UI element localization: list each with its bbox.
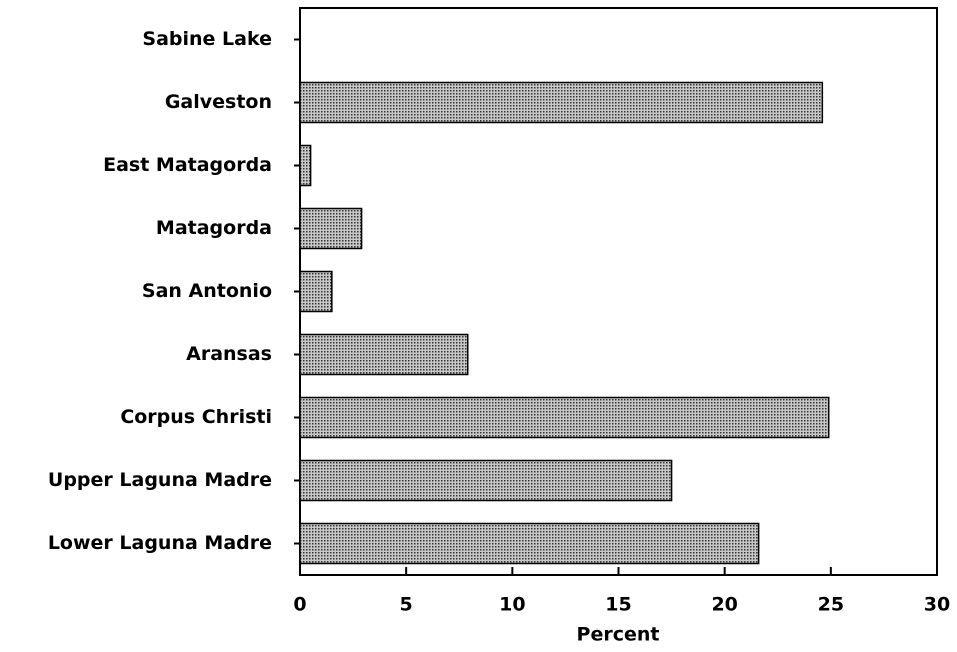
y-tick-label: East Matagorda — [103, 154, 272, 176]
y-tick-label: Corpus Christi — [120, 406, 272, 428]
x-tick-label: 10 — [499, 594, 525, 616]
bar — [299, 270, 333, 313]
bar — [299, 207, 363, 250]
bar — [299, 396, 830, 439]
bar — [299, 522, 760, 565]
y-tick-label: Sabine Lake — [142, 28, 272, 50]
y-tick-label: San Antonio — [142, 280, 272, 302]
x-tick-label: 30 — [924, 594, 950, 616]
x-axis-label: Percent — [577, 624, 660, 646]
y-tick-label: Matagorda — [156, 217, 272, 239]
bar — [299, 81, 824, 124]
bar — [299, 459, 673, 502]
y-tick-label: Lower Laguna Madre — [48, 532, 272, 554]
y-tick-label: Galveston — [165, 91, 272, 113]
x-tick-label: 15 — [605, 594, 631, 616]
x-tick-label: 25 — [818, 594, 844, 616]
x-tick-label: 20 — [711, 594, 737, 616]
bar — [299, 333, 469, 376]
x-tick-label: 5 — [400, 594, 413, 616]
bar — [299, 144, 312, 187]
x-tick-label: 0 — [293, 594, 306, 616]
y-tick-label: Upper Laguna Madre — [48, 469, 272, 491]
y-tick-label: Aransas — [186, 343, 272, 365]
